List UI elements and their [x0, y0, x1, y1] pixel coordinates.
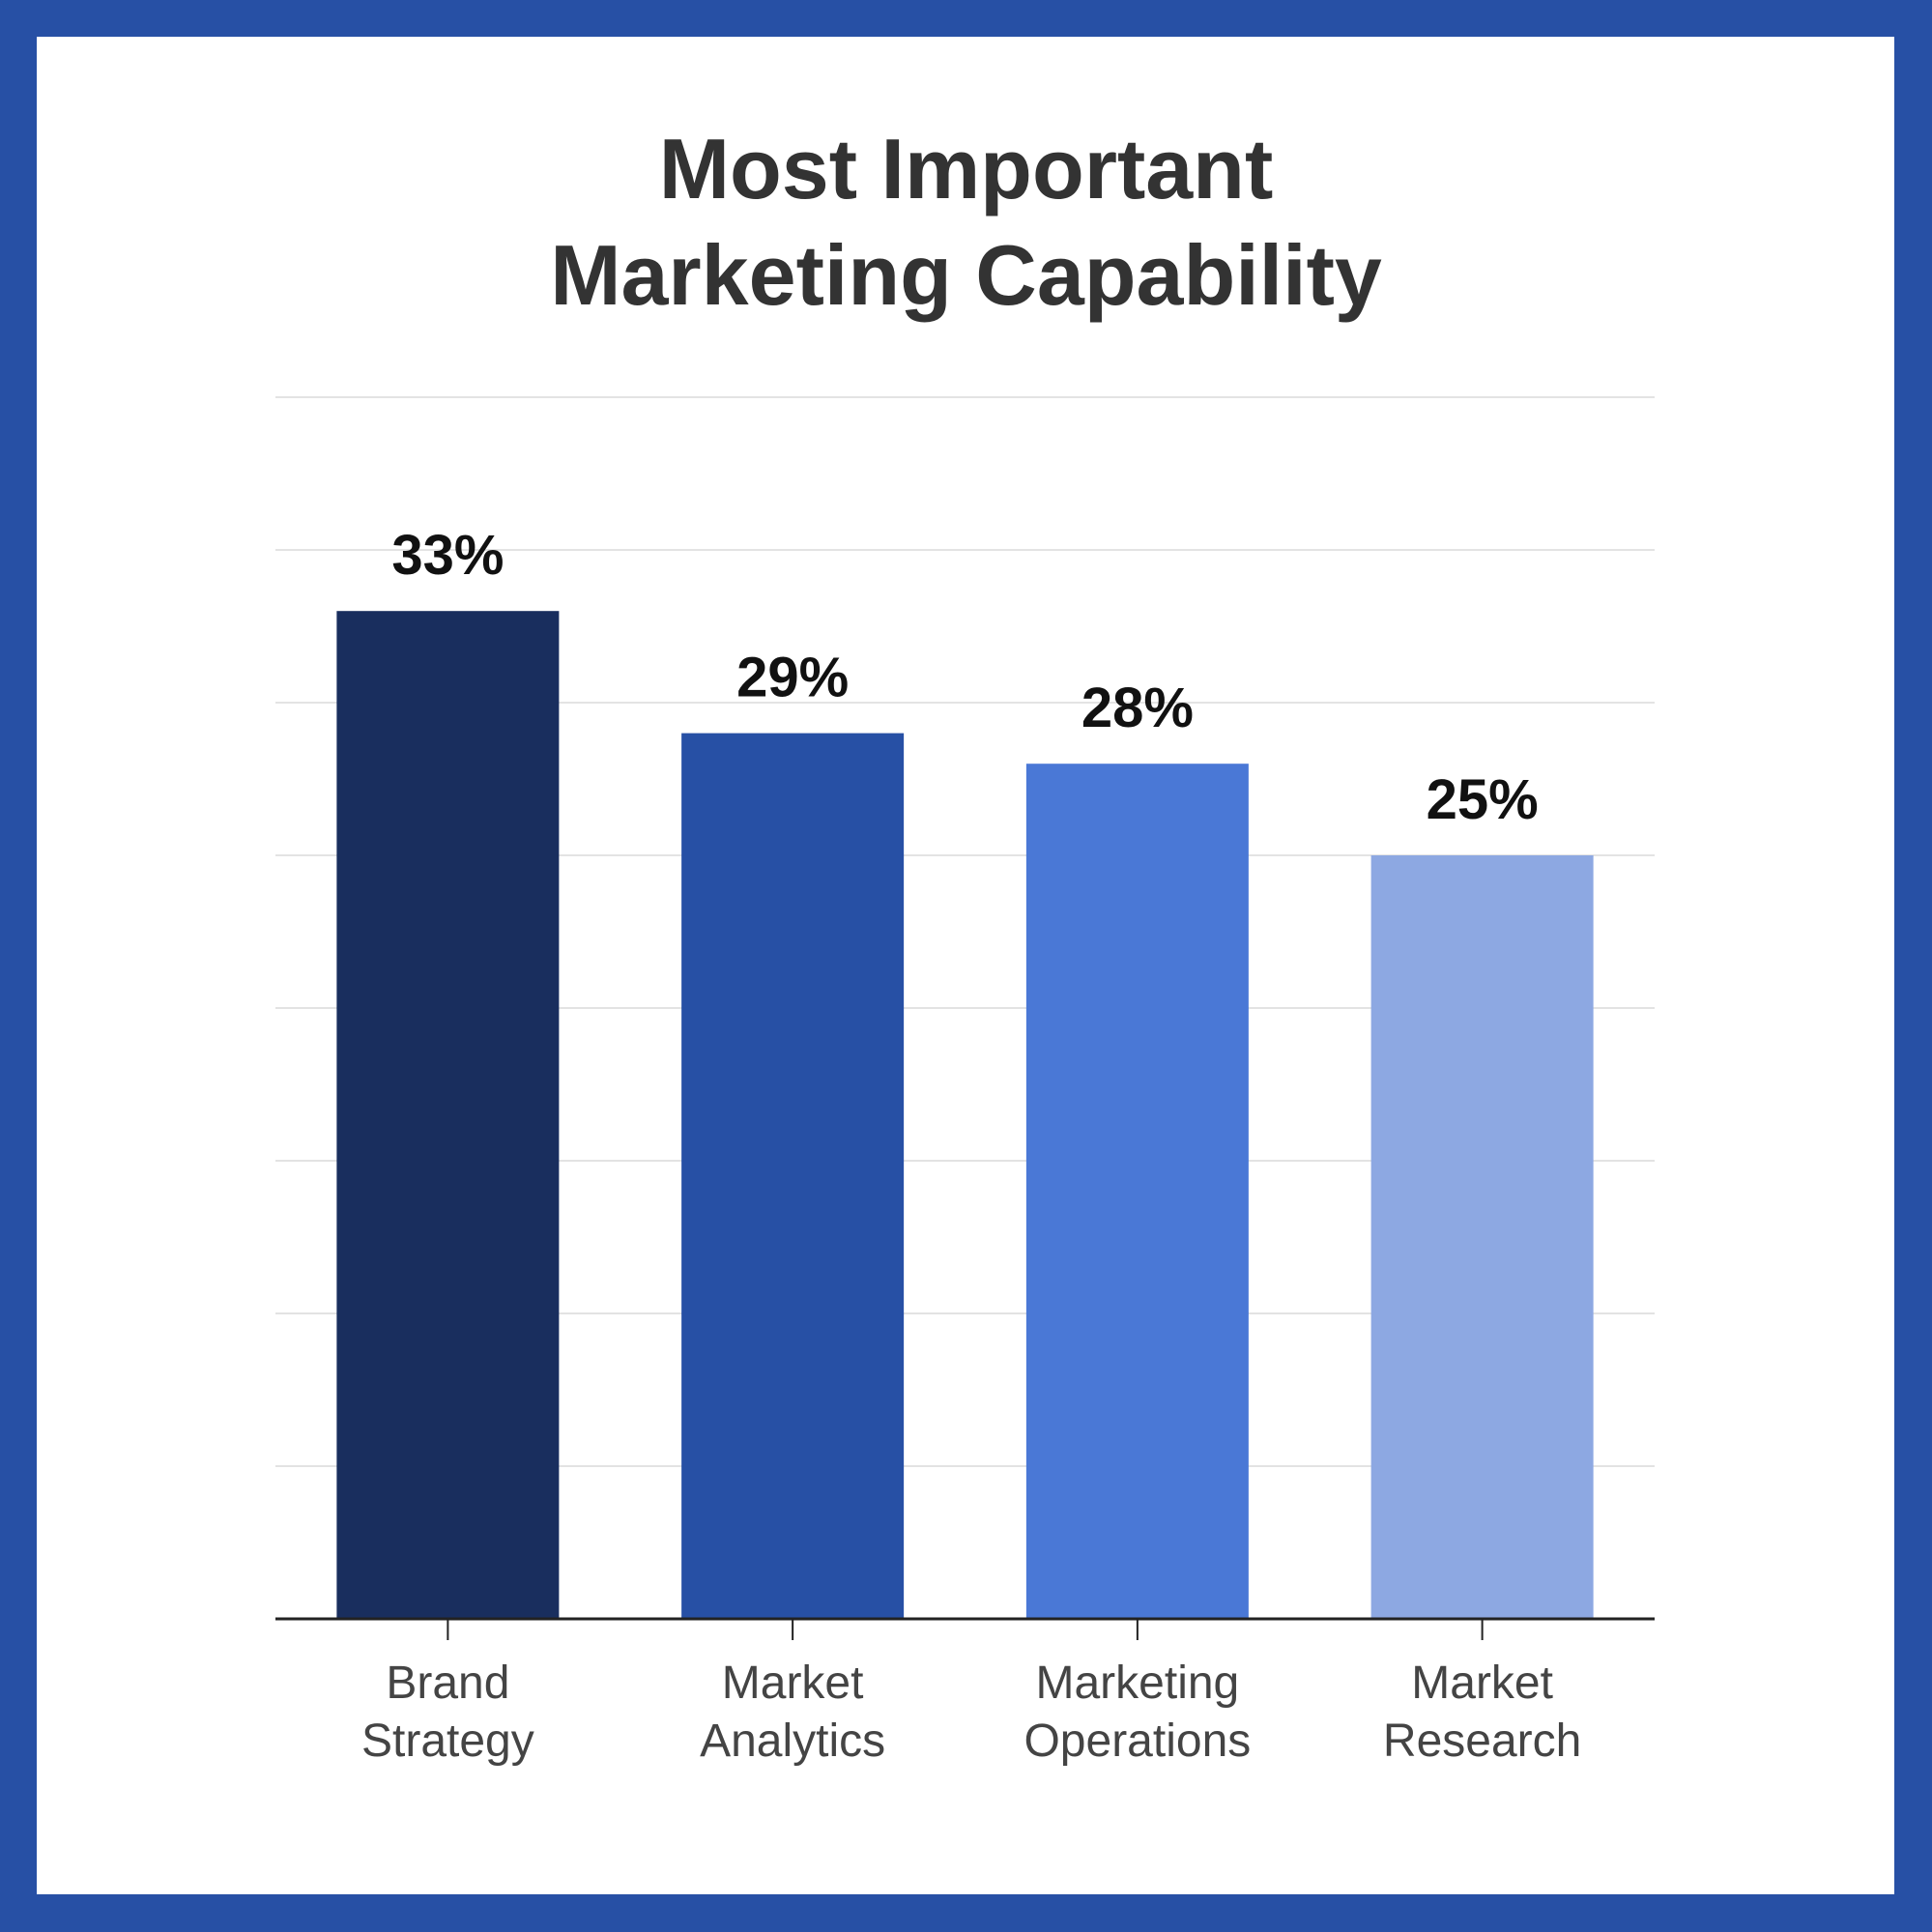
- x-tick-label: Brand: [386, 1658, 509, 1709]
- chart-title-line-2: Marketing Capability: [550, 227, 1382, 323]
- data-label: 25%: [1427, 768, 1539, 831]
- x-tick-label: Market: [1411, 1658, 1553, 1709]
- bar: [1370, 855, 1594, 1619]
- x-tick-label: Analytics: [700, 1716, 885, 1767]
- chart-title-line-1: Most Important: [658, 121, 1274, 216]
- x-tick-label: Operations: [1024, 1716, 1251, 1767]
- bar: [1025, 764, 1249, 1619]
- x-tick-label: Strategy: [361, 1716, 534, 1767]
- bar: [336, 611, 560, 1620]
- x-tick-label: Market: [722, 1658, 864, 1709]
- data-label: 28%: [1081, 677, 1194, 739]
- bar: [681, 733, 905, 1619]
- x-tick-label: Research: [1383, 1716, 1581, 1767]
- chart-title: Most Important Marketing Capability: [0, 116, 1932, 329]
- data-label: 29%: [736, 647, 849, 709]
- x-tick-label: Marketing: [1036, 1658, 1240, 1709]
- data-label: 33%: [391, 524, 504, 587]
